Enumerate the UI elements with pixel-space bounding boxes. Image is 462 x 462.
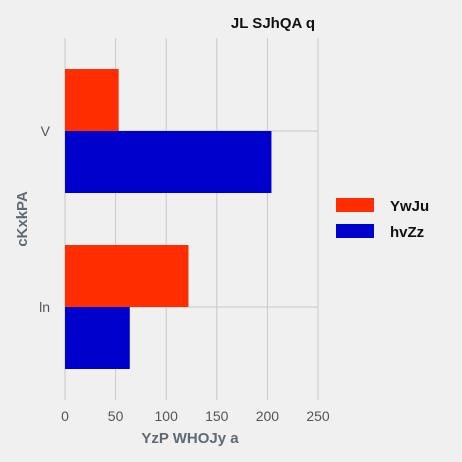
y-tick-label-1: ln [39,299,50,315]
x-tick-label-3: 150 [205,408,229,424]
chart-title: JL SJhQA q [231,15,315,32]
legend-swatch-hvZz [336,224,374,238]
bar-hvZz-V [65,131,272,193]
legend-label-YwJu: YwJu [390,198,429,215]
x-axis-label: YzP WHOJy a [141,430,239,447]
bar-YwJu-ln [65,245,189,307]
legend-label-hvZz: hvZz [390,224,424,241]
x-tick-label-0: 0 [61,408,69,424]
legend-swatch-YwJu [336,198,374,212]
legend: YwJu hvZz [336,198,429,241]
bar-layer [65,69,272,369]
y-tick-label-0: V [41,123,51,139]
bar-hvZz-ln [65,307,130,369]
x-tick-label-1: 50 [108,408,124,424]
y-tick-labels: Vln [39,123,51,315]
bar-YwJu-V [65,69,119,131]
x-tick-label-5: 250 [306,408,330,424]
x-tick-label-2: 100 [155,408,179,424]
y-axis-label: cKxkPA [14,191,31,247]
x-tick-label-4: 200 [256,408,280,424]
x-tick-labels: 0 50 100 150 200 250 [61,408,330,424]
